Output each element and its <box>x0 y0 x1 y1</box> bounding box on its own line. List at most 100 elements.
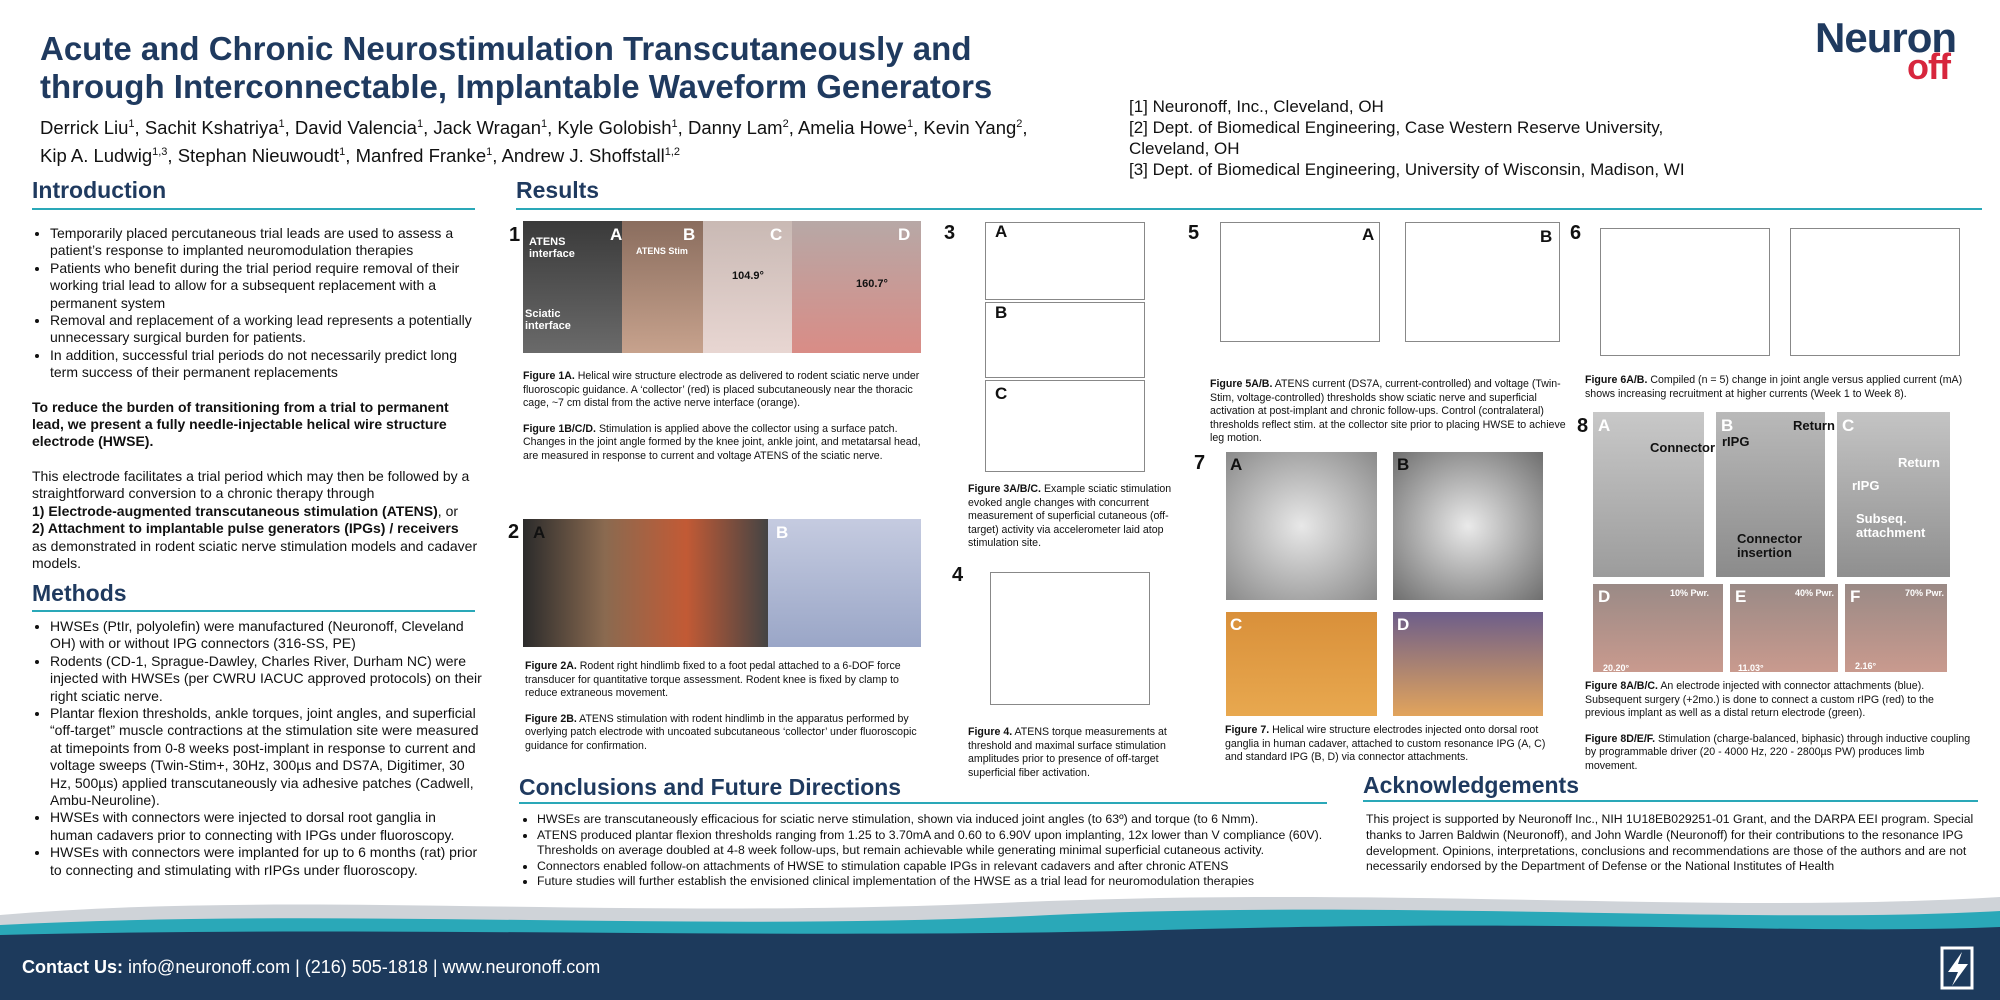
bullet: HWSEs are transcutaneously efficacious f… <box>537 812 1349 828</box>
annotation: Connector insertion <box>1737 531 1802 560</box>
title: Acute and Chronic Neurostimulation Trans… <box>40 30 992 106</box>
caption: Figure 6A/B. Compiled (n = 5) change in … <box>1585 374 1975 401</box>
section-heading: Results <box>516 177 600 203</box>
caption: Figure 5A/B. ATENS current (DS7A, curren… <box>1210 378 1570 446</box>
author-name: Stephan Nieuwoudt <box>177 145 340 167</box>
bold-text: Figure 4. <box>968 726 1013 738</box>
author: Manfred Franke1, <box>356 145 498 166</box>
affiliation-mark: 1,3 <box>152 146 168 159</box>
separator: , <box>345 145 351 167</box>
separator: , <box>134 117 140 139</box>
figure-number: 6 <box>1570 222 1582 244</box>
panel-label: F <box>1850 587 1861 606</box>
author: Jack Wragan1, <box>433 117 552 138</box>
plot-frame <box>990 572 1150 705</box>
separator: , <box>788 117 794 139</box>
panel-label: A <box>1598 416 1611 435</box>
author-name: Manfred Franke <box>355 145 487 167</box>
annotation: ATENS Stim <box>636 246 688 256</box>
panel-label: A <box>1230 455 1243 474</box>
separator: , <box>423 117 429 139</box>
figure-image <box>1593 584 1723 672</box>
text: Compiled (n = 5) change in joint angle v… <box>1585 374 1963 400</box>
heading-rule <box>519 802 1327 804</box>
bullet: HWSEs with connectors were injected to d… <box>50 809 482 844</box>
text: Helical wire structure electrodes inject… <box>1225 724 1546 764</box>
figure-number: 5 <box>1188 222 1200 244</box>
figure-image <box>1837 412 1950 577</box>
author-name: Kevin Yang <box>923 117 1017 139</box>
section-heading: Acknowledgements <box>1363 772 1579 798</box>
bullet-list: HWSEs (PtIr, polyolefin) were manufactur… <box>32 618 482 879</box>
figure-image <box>1730 584 1838 672</box>
author: Andrew J. Shoffstall1,2 <box>502 145 680 166</box>
panel-label: A <box>533 523 546 542</box>
conclusions-body: HWSEs are transcutaneously efficacious f… <box>519 812 1349 890</box>
panel-label: A <box>1362 225 1375 244</box>
author: Kevin Yang2, <box>923 117 1027 138</box>
affiliation-mark: 1 <box>486 146 493 159</box>
text: Stimulation (charge-balanced, biphasic) … <box>1585 732 1971 772</box>
panel-label: C <box>770 225 783 244</box>
figure-image <box>792 221 921 353</box>
annotation: 70% Pwr. <box>1905 588 1945 598</box>
plot-frame <box>1600 228 1770 356</box>
text: ATENS torque measurements at threshold a… <box>968 726 1167 779</box>
bullet: Temporarily placed percutaneous trial le… <box>50 225 482 260</box>
logo: Neuron off <box>1815 14 1957 88</box>
bullet: Connectors enabled follow-on attachments… <box>537 859 1349 875</box>
affiliation: [2] Dept. of Biomedical Engineering, Cas… <box>1129 118 1664 158</box>
figure-image <box>622 221 703 353</box>
figure-image <box>1716 412 1825 577</box>
caption: Figure 2B. ATENS stimulation with rodent… <box>525 713 925 754</box>
icon-bolt <box>1948 952 1968 986</box>
panel-label: B <box>1397 455 1410 474</box>
author-line: Derrick Liu1, Sachit Kshatriya1, David V… <box>40 112 1028 140</box>
affiliation-mark: 1 <box>906 118 914 130</box>
text: ATENS current (DS7A, current-controlled)… <box>1210 378 1566 445</box>
author: David Valencia1, <box>295 117 428 138</box>
affiliation-mark: 1 <box>128 118 135 130</box>
plot-frame <box>985 302 1145 378</box>
author: Danny Lam2, <box>688 117 794 138</box>
annotation: Sciatic interface <box>525 308 571 332</box>
icon-frame <box>1940 946 1974 990</box>
wave-decoration <box>0 897 2000 945</box>
caption: Figure 2A. Rodent right hindlimb fixed t… <box>525 660 925 701</box>
annotation: 11.03° <box>1738 663 1764 673</box>
plot-frame <box>985 380 1145 472</box>
authors: Derrick Liu1, Sachit Kshatriya1, David V… <box>40 112 1028 168</box>
panel-label: D <box>1598 587 1611 606</box>
panel-label: C <box>995 384 1008 403</box>
bold-text: 1) Electrode-augmented transcutaneous st… <box>32 502 438 519</box>
heading-rule <box>32 208 475 210</box>
text: , or <box>437 502 459 519</box>
bullet-list: Temporarily placed percutaneous trial le… <box>32 225 482 382</box>
bullet: Future studies will further establish th… <box>537 874 1349 890</box>
bold-text: Figure 2A. <box>525 660 577 672</box>
numbered-item: 2) Attachment to implantable pulse gener… <box>32 520 482 537</box>
caption: Figure 7. Helical wire structure electro… <box>1225 724 1565 765</box>
annotation: 10% Pwr. <box>1670 588 1710 598</box>
figure-image <box>1393 452 1543 600</box>
bold-text: Figure 7. <box>1225 724 1270 736</box>
title-line: Acute and Chronic Neurostimulation Trans… <box>40 30 972 67</box>
methods-body: HWSEs (PtIr, polyolefin) were manufactur… <box>32 618 482 879</box>
captions: Figure 3A/B/C. Example sciatic stimulati… <box>968 483 1178 563</box>
bold-text: Figure 8A/B/C. <box>1585 680 1658 692</box>
introduction-body: Temporarily placed percutaneous trial le… <box>32 225 482 572</box>
figure-number: 7 <box>1194 452 1206 474</box>
text: ATENS stimulation with rodent hindlimb i… <box>525 712 917 752</box>
author: Kyle Golobish1, <box>557 117 682 138</box>
author-name: Amelia Howe <box>797 117 907 139</box>
bold-text: Figure 5A/B. <box>1210 378 1273 390</box>
separator: , <box>677 117 683 139</box>
author-name: Sachit Kshatriya <box>144 117 279 139</box>
bullet: Patients who benefit during the trial pe… <box>50 260 482 312</box>
affiliations: [1] Neuronoff, Inc., Cleveland, OH [2] De… <box>1129 96 1689 180</box>
captions: Figure 2A. Rodent right hindlimb fixed t… <box>525 660 925 766</box>
bold-text: 2) Attachment to implantable pulse gener… <box>32 520 459 537</box>
plot-frame <box>1220 222 1380 342</box>
annotation: rIPG <box>1852 478 1880 493</box>
